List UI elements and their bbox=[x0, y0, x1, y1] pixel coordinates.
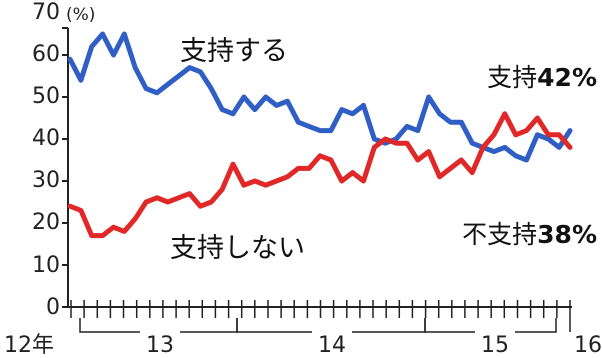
series-line-support bbox=[67, 31, 573, 163]
svg-text:支持42%: 支持42% bbox=[487, 63, 597, 92]
y-unit-label: (%) bbox=[66, 5, 95, 25]
y-tick-label-0: 0 bbox=[46, 295, 60, 320]
end-label-support-prefix: 支持 bbox=[487, 63, 537, 92]
y-tick-label-70: 70 bbox=[32, 0, 60, 25]
x-year-labels: 12年 13 14 15 16 bbox=[4, 325, 602, 358]
end-label-nonsupport: 不支持38% bbox=[462, 220, 597, 249]
end-label-support: 支持42% bbox=[487, 63, 597, 92]
x-label-15: 15 bbox=[481, 333, 509, 358]
series-label-nonsupport: 支持しない bbox=[170, 233, 305, 264]
x-label-16: 16 bbox=[574, 333, 602, 358]
y-tick-labels: 0 10 20 30 40 50 60 70 bbox=[32, 0, 60, 320]
x-label-14: 14 bbox=[318, 333, 346, 358]
y-tick-label-50: 50 bbox=[32, 84, 60, 109]
series-label-support: 支持する bbox=[180, 36, 288, 67]
x-label-13: 13 bbox=[146, 333, 174, 358]
y-tick-label-20: 20 bbox=[32, 210, 60, 235]
y-tick-label-60: 60 bbox=[32, 42, 60, 67]
series-line-nonsupport bbox=[67, 111, 573, 239]
end-label-nonsupport-prefix: 不支持 bbox=[462, 220, 537, 249]
y-tick-label-10: 10 bbox=[32, 253, 60, 278]
end-label-nonsupport-value: 38% bbox=[537, 220, 597, 249]
y-tick-label-40: 40 bbox=[32, 126, 60, 151]
x-label-start: 12年 bbox=[4, 333, 54, 358]
x-month-ticks bbox=[70, 300, 571, 318]
y-axis-ticks bbox=[62, 27, 68, 308]
svg-text:不支持38%: 不支持38% bbox=[462, 220, 597, 249]
end-label-support-value: 42% bbox=[537, 63, 597, 92]
y-tick-label-30: 30 bbox=[32, 168, 60, 193]
